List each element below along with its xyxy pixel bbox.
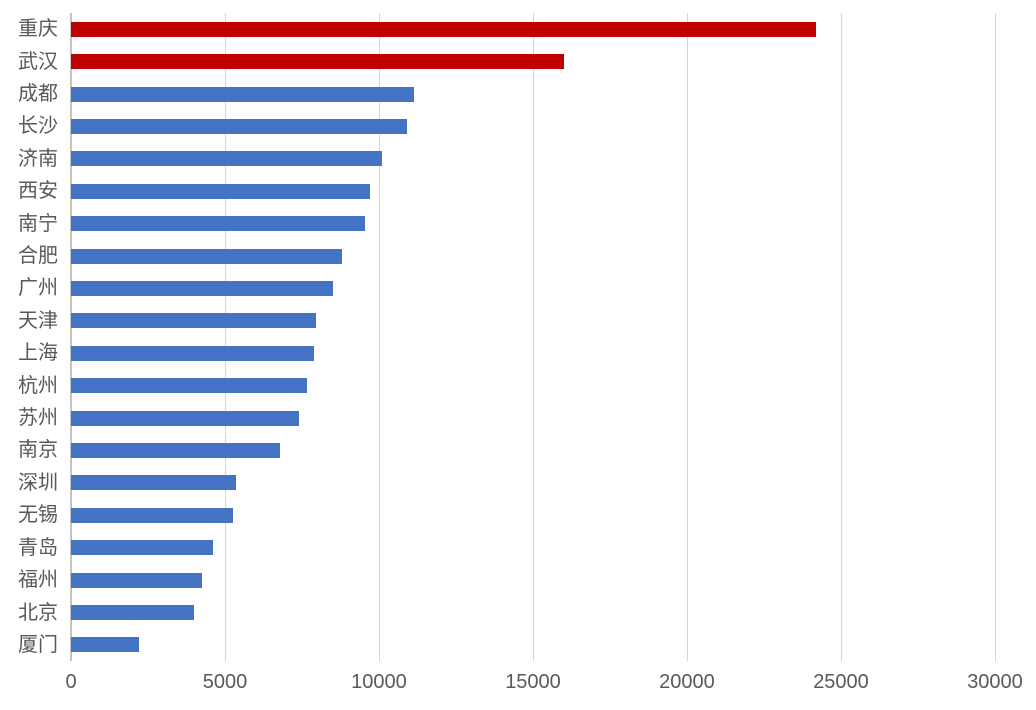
x-tick-label: 30000 [967,671,1023,693]
bar-合肥 [71,248,343,264]
gridline [995,13,996,661]
bar-row [71,402,995,434]
gridline [378,13,380,661]
category-label: 合肥 [18,245,58,268]
y-axis-line [70,13,72,661]
bar-row [71,143,995,175]
x-tick-label: 20000 [659,671,715,693]
x-tick-label: 10000 [351,671,407,693]
bar-成都 [71,86,415,102]
category-label: 天津 [18,309,58,332]
bar-row [71,434,995,466]
bar-苏州 [71,410,299,426]
bar-厦门 [71,637,139,653]
category-label: 武汉 [18,50,58,73]
category-label: 北京 [18,601,58,624]
category-label: 长沙 [18,115,58,138]
bar-天津 [71,313,316,329]
category-label: 厦门 [18,633,58,656]
category-label: 成都 [18,83,58,106]
bar-row [71,13,995,45]
category-label: 上海 [18,342,58,365]
category-label: 苏州 [18,407,58,430]
bar-row [71,467,995,499]
x-tick-label: 25000 [813,671,869,693]
bar-row [71,175,995,207]
bar-row [71,337,995,369]
gridline [224,13,226,661]
bar-row [71,596,995,628]
category-label: 重庆 [18,18,58,41]
category-label: 福州 [18,569,58,592]
bar-row [71,532,995,564]
bar-北京 [71,605,195,621]
bar-南宁 [71,216,366,232]
category-label: 南宁 [18,212,58,235]
bar-series [71,13,995,661]
bar-row [71,110,995,142]
bar-济南 [71,151,383,167]
x-axis: 0 5000 10000 15000 20000 25000 30000 [65,671,1022,702]
x-tick-label: 0 [65,671,77,693]
bar-西安 [71,183,370,199]
gridline [841,13,842,661]
plot-area [70,13,996,661]
gridline [533,13,534,661]
bar-row [71,272,995,304]
bar-上海 [71,345,315,361]
bar-杭州 [71,378,307,394]
bar-row [71,369,995,401]
category-label: 无锡 [18,504,58,527]
bar-row [71,305,995,337]
y-axis: 重庆武汉成都长沙济南西安南宁合肥广州天津上海杭州苏州南京深圳无锡青岛福州北京厦门 [0,13,58,661]
bar-row [71,629,995,661]
gridline [686,13,688,661]
bar-广州 [71,280,333,296]
category-label: 南京 [18,439,58,462]
bar-南京 [71,442,281,458]
category-label: 杭州 [18,374,58,397]
bar-row [71,78,995,110]
category-label: 西安 [18,180,58,203]
bar-武汉 [71,54,564,70]
bar-row [71,499,995,531]
bar-重庆 [71,21,817,37]
bar-无锡 [71,507,233,523]
bar-row [71,564,995,596]
bar-青岛 [71,540,213,556]
bar-长沙 [71,118,407,134]
category-label: 济南 [18,147,58,170]
x-tick-label: 15000 [505,671,561,693]
x-tick-label: 5000 [202,671,248,693]
category-label: 广州 [18,277,58,300]
bar-row [71,207,995,239]
bar-深圳 [71,475,236,491]
bar-福州 [71,572,202,588]
category-label: 青岛 [18,536,58,559]
category-label: 深圳 [18,471,58,494]
bar-row [71,45,995,77]
bar-row [71,240,995,272]
